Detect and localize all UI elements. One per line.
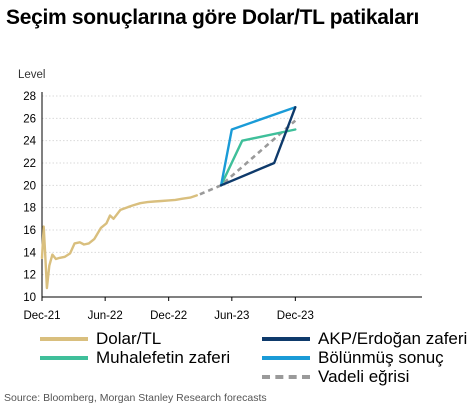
series-line-dolar-tl xyxy=(40,194,198,290)
series-line-akp-erdo-an-zaferi xyxy=(219,106,297,187)
y-tick-label: 20 xyxy=(23,180,36,192)
y-tick-label: 24 xyxy=(23,136,36,148)
x-tick-label: Dec-22 xyxy=(150,310,187,322)
y-tick-label: 28 xyxy=(23,91,36,103)
y-tick-label: 16 xyxy=(23,225,36,237)
tick-labels: 10 12 14 16 18 20 22 24 26 28 Level Dec-21 Jun-22 Dec… xyxy=(18,69,314,322)
x-tick-label: Jun-22 xyxy=(88,310,123,322)
y-tick-label: 14 xyxy=(23,247,36,259)
grid-lines xyxy=(42,95,422,276)
y-tick-label: 10 xyxy=(23,292,36,304)
y-tick-label: 12 xyxy=(23,270,36,282)
x-tick-label: Dec-21 xyxy=(23,310,60,322)
axes xyxy=(41,92,422,301)
series-line-b-l-nm-sonu- xyxy=(219,106,297,187)
series-line-muhalefetin-zaferi xyxy=(219,128,297,187)
y-tick-label: 22 xyxy=(23,158,36,170)
y-tick-label: 18 xyxy=(23,203,36,215)
chart-title: Seçim sonuçlarına göre Dolar/TL patikala… xyxy=(6,6,419,29)
y-tick-label: 26 xyxy=(23,113,36,125)
source-note: Source: Bloomberg, Morgan Stanley Resear… xyxy=(4,392,267,404)
y-axis-label: Level xyxy=(18,69,46,81)
x-tick-label: Dec-23 xyxy=(277,310,314,322)
x-tick-label: Jun-23 xyxy=(214,310,249,322)
series-lines xyxy=(40,106,297,290)
